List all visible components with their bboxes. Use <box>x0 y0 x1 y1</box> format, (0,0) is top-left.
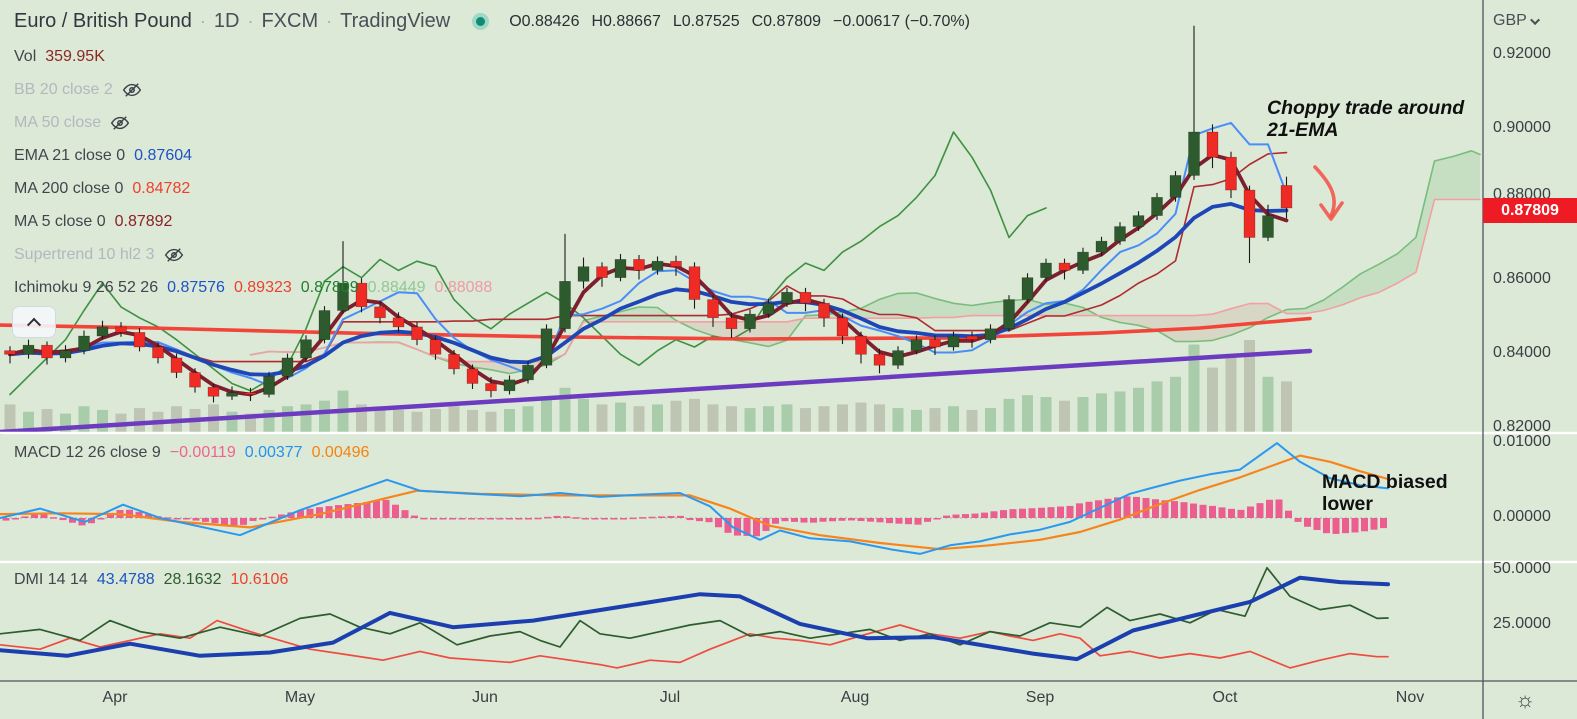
currency-selector[interactable]: GBP <box>1493 12 1540 30</box>
legend-row-dmi[interactable]: DMI 14 14 43.4788 28.1632 10.6106 <box>14 571 288 589</box>
ichimoku-senkoub-value: 0.88088 <box>434 279 493 296</box>
separator: · <box>326 11 333 31</box>
collapse-legend-button[interactable] <box>12 306 56 338</box>
legend-row-macd[interactable]: MACD 12 26 close 9 −0.00119 0.00377 0.00… <box>14 444 369 462</box>
chevron-down-icon <box>1529 14 1540 25</box>
price-tick: 0.00000 <box>1493 508 1551 525</box>
interval-label[interactable]: 1D <box>213 10 240 32</box>
month-tick: Nov <box>1395 689 1425 706</box>
change-value: −0.00617 (−0.70%) <box>832 12 970 30</box>
dmi-plus-value: 28.1632 <box>163 571 222 588</box>
month-tick: Oct <box>1212 689 1238 706</box>
ichimoku-kijun-value: 0.89323 <box>233 279 292 296</box>
dmi-minus-value: 10.6106 <box>230 571 289 588</box>
volume-value: 359.95K <box>45 48 105 65</box>
dmi-label: DMI 14 14 <box>14 571 88 588</box>
ema21-value: 0.87604 <box>134 147 193 164</box>
legend-row-ma5[interactable]: MA 5 close 0 0.87892 <box>14 213 172 231</box>
ichimoku-senkoua-value: 0.88449 <box>367 279 426 296</box>
price-tick: 0.01000 <box>1493 433 1551 450</box>
price-tick: 0.82000 <box>1493 418 1551 435</box>
symbol-title[interactable]: Euro / British Pound <box>14 10 192 32</box>
ma200-value: 0.84782 <box>132 180 191 197</box>
legend-row-bb[interactable]: BB 20 close 2 <box>14 81 142 99</box>
legend-row-supertrend[interactable]: Supertrend 10 hl2 3 <box>14 246 184 264</box>
separator: · <box>199 11 206 31</box>
macd-hist-value: −0.00119 <box>169 444 236 461</box>
month-tick: Sep <box>1025 689 1055 706</box>
theme-sun-icon[interactable]: ☼ <box>1515 687 1536 712</box>
open-value: O0.88426 <box>509 12 580 30</box>
eye-hidden-icon[interactable] <box>110 115 130 131</box>
price-tick: 0.84000 <box>1493 344 1551 361</box>
chevron-up-icon <box>26 317 42 332</box>
separator: · <box>247 11 254 31</box>
ma200-label: MA 200 close 0 <box>14 180 124 197</box>
price-tick: 25.0000 <box>1493 615 1551 632</box>
price-tick: 0.86000 <box>1493 270 1551 287</box>
price-tick: 0.92000 <box>1493 45 1551 62</box>
ema21-label: EMA 21 close 0 <box>14 147 126 164</box>
legend-row-ma200[interactable]: MA 200 close 0 0.84782 <box>14 180 190 198</box>
month-tick: Jun <box>472 689 498 706</box>
ichimoku-chikou-value: 0.87809 <box>300 279 359 296</box>
data-status-icon <box>472 13 490 30</box>
bb-label: BB 20 close 2 <box>14 81 113 98</box>
chart-header: Euro / British Pound · 1D · FXCM · Tradi… <box>14 10 970 33</box>
ma5-value: 0.87892 <box>114 213 173 230</box>
last-price-tag: 0.87809 <box>1483 198 1577 223</box>
macd-line-value: 0.00377 <box>244 444 303 461</box>
dmi-adx-value: 43.4788 <box>96 571 155 588</box>
month-tick: May <box>284 689 316 706</box>
supertrend-label: Supertrend 10 hl2 3 <box>14 246 155 263</box>
month-tick: Apr <box>102 689 128 706</box>
close-value: C0.87809 <box>751 12 821 30</box>
ma5-label: MA 5 close 0 <box>14 213 106 230</box>
price-axis[interactable]: GBP 0.92000 0.90000 0.88000 0.86000 0.84000 0… <box>1483 0 1577 719</box>
ichimoku-label: Ichimoku 9 26 52 26 <box>14 279 159 296</box>
legend-row-ma50[interactable]: MA 50 close <box>14 114 130 132</box>
exchange-label: FXCM <box>261 10 319 32</box>
time-axis[interactable]: Apr May Jun Jul Aug Sep Oct Nov <box>0 681 1483 719</box>
macd-label: MACD 12 26 close 9 <box>14 444 161 461</box>
ichimoku-tenkan-value: 0.87576 <box>167 279 225 296</box>
price-tick: 0.90000 <box>1493 119 1551 136</box>
platform-label: TradingView <box>340 10 451 32</box>
eye-hidden-icon[interactable] <box>164 247 184 263</box>
macd-signal-value: 0.00496 <box>311 444 370 461</box>
legend-row-ichimoku[interactable]: Ichimoku 9 26 52 26 0.87576 0.89323 0.87… <box>14 279 492 297</box>
ohlc-readout: O0.88426 H0.88667 L0.87525 C0.87809 −0.0… <box>509 13 970 31</box>
legend-row-ema21[interactable]: EMA 21 close 0 0.87604 <box>14 147 192 165</box>
legend-row-volume[interactable]: Vol 359.95K <box>14 48 105 66</box>
month-tick: Aug <box>840 689 870 706</box>
high-value: H0.88667 <box>591 12 661 30</box>
price-tick: 50.0000 <box>1493 560 1551 577</box>
annotation-choppy-trade: Choppy trade around 21-EMA <box>1267 97 1465 142</box>
eye-hidden-icon[interactable] <box>122 82 142 98</box>
annotation-macd-biased: MACD biased lower <box>1322 471 1448 516</box>
volume-label: Vol <box>14 48 37 65</box>
ma50-label: MA 50 close <box>14 114 102 131</box>
currency-label: GBP <box>1493 12 1527 29</box>
low-value: L0.87525 <box>672 12 740 30</box>
month-tick: Jul <box>659 689 681 706</box>
